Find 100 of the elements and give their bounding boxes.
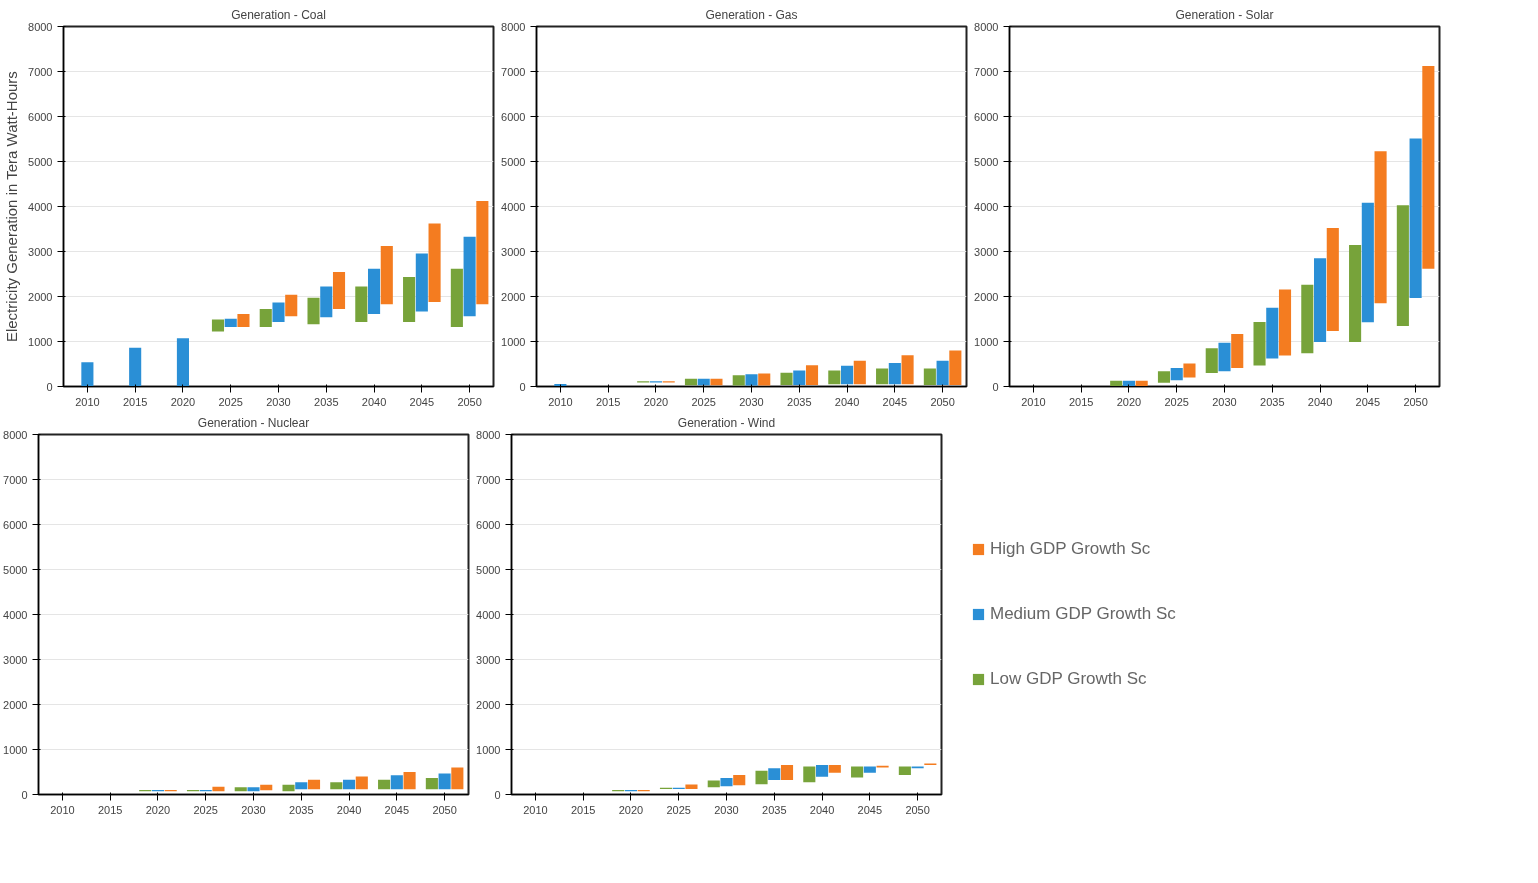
x-tick-label: 2015 bbox=[97, 803, 123, 816]
y-tick-label: 6000 bbox=[974, 110, 999, 123]
bar bbox=[307, 297, 320, 325]
x-tick-label: 2010 bbox=[548, 395, 573, 408]
y-tick-label: 0 bbox=[992, 380, 999, 393]
x-tick-label: 2050 bbox=[457, 395, 482, 408]
bar bbox=[129, 347, 142, 387]
bar bbox=[1170, 368, 1183, 381]
y-tick-label: 2000 bbox=[501, 290, 526, 303]
x-tick-label: 2020 bbox=[1116, 395, 1142, 408]
y-tick-label: 3000 bbox=[3, 653, 28, 666]
x-tick-label: 2030 bbox=[241, 803, 266, 816]
bar bbox=[285, 294, 298, 317]
bar bbox=[1205, 348, 1218, 373]
y-tick-label: 4000 bbox=[974, 200, 999, 213]
bar bbox=[1409, 138, 1422, 299]
bar bbox=[1361, 202, 1374, 323]
bar bbox=[463, 236, 476, 317]
bar bbox=[710, 378, 723, 386]
x-tick-label: 2040 bbox=[336, 803, 362, 816]
bar bbox=[841, 365, 854, 385]
bar bbox=[403, 276, 416, 322]
x-tick-label: 2010 bbox=[75, 395, 100, 408]
bar bbox=[1396, 205, 1409, 326]
bar bbox=[816, 765, 829, 777]
x-tick-label: 2035 bbox=[289, 803, 314, 816]
bar bbox=[805, 365, 819, 385]
bar bbox=[732, 375, 745, 386]
bar bbox=[768, 768, 781, 780]
bar bbox=[415, 253, 428, 312]
y-tick-label: 7000 bbox=[476, 473, 501, 486]
x-tick-label: 2045 bbox=[857, 803, 883, 816]
bar bbox=[1374, 151, 1387, 304]
bar bbox=[1422, 65, 1435, 269]
y-tick-label: 2000 bbox=[476, 698, 501, 711]
chart-title: Generation - Gas bbox=[705, 7, 798, 22]
x-tick-label: 2020 bbox=[170, 395, 196, 408]
y-tick-label: 3000 bbox=[476, 653, 501, 666]
bar bbox=[901, 355, 914, 385]
bar bbox=[936, 360, 949, 385]
x-tick-label: 2035 bbox=[314, 395, 339, 408]
y-axis-title: Electricity Generation in Tera Watt-Hours bbox=[3, 71, 21, 343]
bar bbox=[211, 319, 225, 332]
x-tick-label: 2015 bbox=[122, 395, 148, 408]
bar bbox=[780, 372, 793, 385]
x-tick-label: 2015 bbox=[1068, 395, 1094, 408]
bar bbox=[1157, 371, 1171, 383]
bar bbox=[803, 766, 816, 783]
bar bbox=[237, 314, 250, 327]
x-tick-label: 2030 bbox=[739, 395, 764, 408]
x-tick-label: 2010 bbox=[1021, 395, 1046, 408]
y-tick-label: 4000 bbox=[476, 608, 501, 621]
bar bbox=[876, 368, 889, 385]
y-tick-label: 6000 bbox=[476, 518, 501, 531]
x-tick-label: 2025 bbox=[1164, 395, 1189, 408]
x-tick-label: 2050 bbox=[432, 803, 457, 816]
bar bbox=[853, 360, 866, 385]
x-tick-label: 2040 bbox=[834, 395, 860, 408]
bar bbox=[745, 374, 758, 386]
bar bbox=[1301, 284, 1314, 354]
y-tick-label: 7000 bbox=[501, 65, 526, 78]
x-tick-label: 2015 bbox=[570, 803, 596, 816]
x-tick-label: 2025 bbox=[691, 395, 716, 408]
bar bbox=[793, 370, 806, 385]
x-tick-label: 2010 bbox=[50, 803, 75, 816]
x-tick-label: 2040 bbox=[361, 395, 387, 408]
x-tick-label: 2030 bbox=[1212, 395, 1237, 408]
bar bbox=[1266, 307, 1279, 359]
bar bbox=[1253, 321, 1266, 366]
y-tick-label: 8000 bbox=[974, 20, 999, 33]
bar bbox=[450, 268, 463, 327]
bar bbox=[332, 271, 346, 310]
x-tick-label: 2035 bbox=[787, 395, 812, 408]
bar bbox=[1183, 363, 1196, 378]
bar bbox=[259, 309, 272, 327]
bar bbox=[733, 774, 746, 786]
bar bbox=[863, 766, 876, 773]
y-tick-label: 0 bbox=[21, 788, 28, 801]
chart-title: Generation - Solar bbox=[1175, 7, 1274, 22]
x-tick-label: 2020 bbox=[643, 395, 669, 408]
bar bbox=[898, 766, 911, 775]
y-tick-label: 4000 bbox=[3, 608, 28, 621]
y-tick-label: 2000 bbox=[28, 290, 53, 303]
legend-label: Low GDP Growth Sc bbox=[990, 669, 1147, 689]
y-tick-label: 4000 bbox=[501, 200, 526, 213]
y-tick-label: 4000 bbox=[28, 200, 53, 213]
bar bbox=[685, 784, 698, 790]
y-tick-label: 2000 bbox=[3, 698, 28, 711]
y-tick-label: 0 bbox=[519, 380, 526, 393]
x-tick-label: 2030 bbox=[266, 395, 291, 408]
y-tick-label: 1000 bbox=[476, 743, 501, 756]
y-tick-label: 8000 bbox=[3, 428, 28, 441]
bar bbox=[320, 286, 333, 318]
x-tick-label: 2040 bbox=[809, 803, 835, 816]
bar bbox=[828, 765, 841, 773]
bar bbox=[81, 362, 94, 387]
x-tick-label: 2045 bbox=[882, 395, 908, 408]
legend-label: Medium GDP Growth Sc bbox=[990, 604, 1176, 624]
bar bbox=[1231, 334, 1244, 369]
bar bbox=[684, 378, 698, 386]
